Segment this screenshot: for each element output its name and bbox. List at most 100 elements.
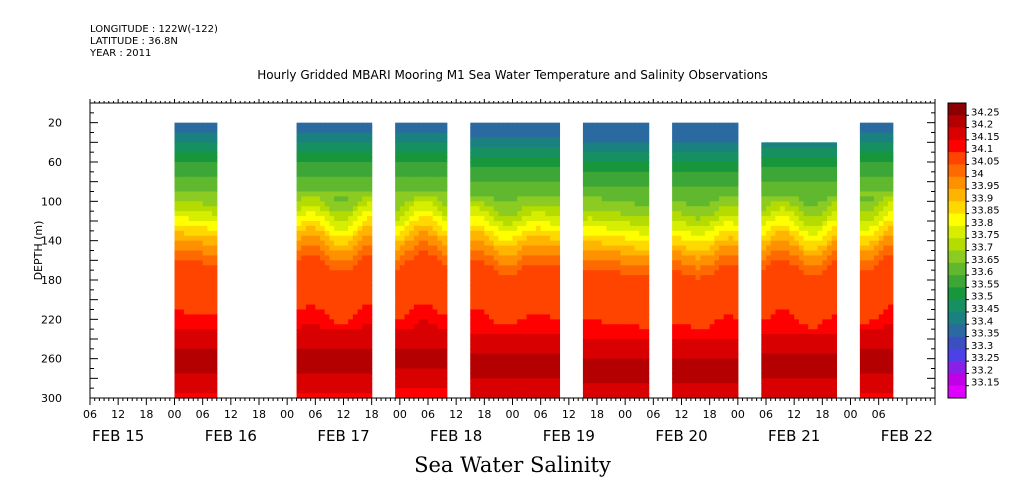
- data-cell: [338, 339, 345, 345]
- data-cell: [366, 240, 373, 247]
- data-cell: [672, 339, 678, 345]
- data-cell: [728, 196, 734, 202]
- data-cell: [531, 255, 537, 261]
- data-cell: [395, 142, 401, 148]
- data-cell: [634, 378, 640, 384]
- data-cell: [442, 289, 448, 296]
- data-cell: [719, 363, 725, 370]
- data-cell: [413, 343, 420, 350]
- data-cell: [587, 186, 593, 193]
- data-cell: [493, 324, 500, 330]
- data-cell: [479, 142, 485, 148]
- data-cell: [672, 309, 678, 316]
- data-cell: [479, 343, 485, 350]
- data-cell: [775, 284, 781, 291]
- data-cell: [432, 388, 438, 394]
- data-cell: [545, 221, 551, 227]
- data-cell: [418, 378, 424, 384]
- data-cell: [582, 304, 589, 311]
- data-cell: [399, 275, 406, 281]
- data-cell: [723, 284, 730, 291]
- data-cell: [606, 152, 612, 158]
- data-cell: [601, 132, 607, 139]
- data-cell: [432, 299, 438, 306]
- data-cell: [540, 196, 546, 202]
- data-cell: [540, 280, 546, 286]
- data-cell: [428, 284, 434, 291]
- data-cell: [611, 260, 617, 266]
- data-cell: [357, 260, 363, 266]
- data-cell: [320, 334, 326, 340]
- data-cell: [615, 122, 622, 129]
- data-cell: [188, 152, 194, 158]
- data-cell: [489, 127, 495, 134]
- data-cell: [643, 378, 650, 384]
- data-cell: [437, 363, 443, 370]
- data-cell: [343, 319, 349, 325]
- data-cell: [582, 363, 589, 370]
- data-cell: [188, 240, 194, 247]
- data-cell: [432, 250, 438, 257]
- data-cell: [348, 319, 354, 325]
- data-cell: [507, 176, 514, 183]
- data-cell: [470, 309, 476, 316]
- data-cell: [348, 348, 354, 355]
- data-cell: [404, 348, 410, 355]
- data-cell: [507, 368, 514, 375]
- data-cell: [639, 260, 645, 266]
- data-cell: [719, 280, 725, 286]
- data-cell: [620, 393, 626, 399]
- data-cell: [728, 206, 734, 212]
- data-cell: [531, 260, 537, 266]
- data-cell: [418, 230, 424, 237]
- data-cell: [521, 309, 528, 316]
- data-cell: [437, 230, 443, 237]
- data-cell: [357, 225, 363, 232]
- data-cell: [517, 211, 523, 217]
- data-cell: [587, 284, 593, 291]
- data-cell: [484, 211, 490, 217]
- data-cell: [540, 329, 546, 335]
- data-cell: [728, 122, 734, 129]
- data-cell: [442, 260, 448, 266]
- data-cell: [554, 284, 561, 291]
- data-cell: [780, 363, 786, 370]
- data-cell: [540, 265, 546, 271]
- data-cell: [690, 235, 697, 242]
- data-cell: [587, 378, 593, 384]
- data-cell: [479, 304, 485, 311]
- data-cell: [550, 245, 556, 252]
- data-cell: [174, 368, 180, 375]
- data-cell: [503, 230, 509, 237]
- data-cell: [766, 329, 772, 335]
- data-cell: [202, 191, 208, 198]
- data-cell: [324, 147, 331, 153]
- data-cell: [517, 137, 523, 143]
- data-cell: [183, 324, 190, 330]
- data-cell: [597, 225, 603, 232]
- data-cell: [521, 216, 528, 222]
- data-cell: [470, 368, 476, 375]
- data-cell: [437, 240, 443, 247]
- data-cell: [432, 211, 438, 217]
- data-cell: [550, 206, 556, 212]
- data-cell: [639, 339, 645, 345]
- data-cell: [305, 309, 312, 316]
- data-cell: [470, 304, 476, 311]
- data-cell: [681, 358, 687, 365]
- data-cell: [320, 378, 326, 384]
- data-cell: [540, 201, 546, 207]
- data-cell: [714, 127, 720, 134]
- data-cell: [212, 186, 218, 193]
- data-cell: [770, 353, 776, 360]
- data-cell: [770, 368, 776, 375]
- data-cell: [784, 343, 791, 350]
- data-cell: [780, 255, 786, 261]
- data-cell: [409, 383, 415, 389]
- data-cell: [582, 358, 589, 365]
- data-cell: [188, 299, 194, 306]
- data-cell: [620, 211, 626, 217]
- data-cell: [395, 147, 401, 153]
- data-cell: [334, 270, 340, 276]
- data-cell: [404, 127, 410, 134]
